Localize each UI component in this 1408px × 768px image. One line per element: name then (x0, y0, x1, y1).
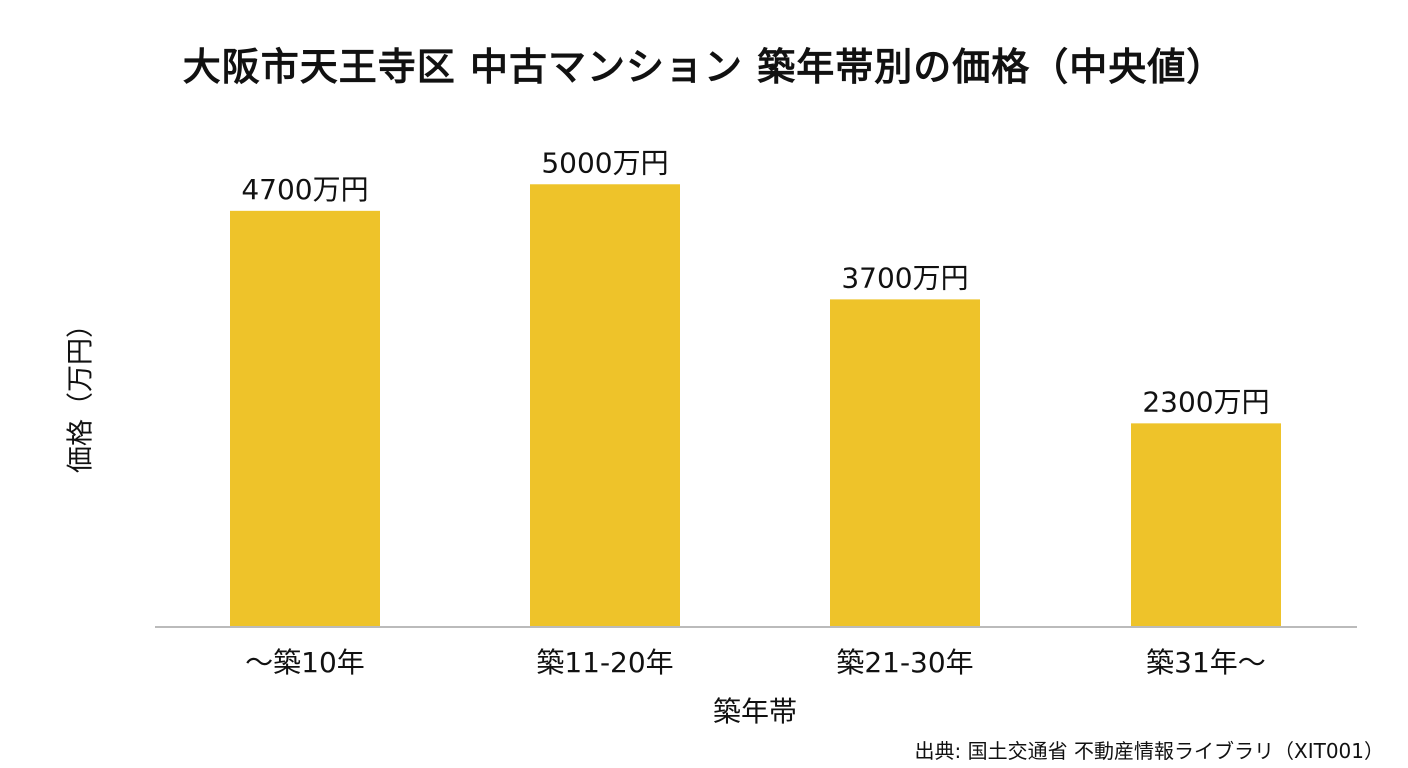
x-tick-label: 築11-20年 (536, 646, 673, 679)
bar-value-label: 4700万円 (241, 173, 368, 206)
bar-4 (1131, 423, 1281, 627)
bar-3 (830, 299, 980, 627)
y-axis-title: 価格（万円） (65, 311, 97, 473)
bar-value-label: 5000万円 (541, 146, 668, 179)
bar-2 (530, 184, 680, 628)
bars-layer (230, 184, 1281, 628)
source-note: 出典: 国土交通省 不動産情報ライブラリ（XIT001） (914, 739, 1384, 763)
x-axis-title: 築年帯 (712, 695, 798, 728)
bar-value-label: 3700万円 (841, 261, 968, 294)
x-tick-label: 〜築10年 (245, 646, 365, 679)
bar-1 (230, 210, 380, 627)
chart-title: 大阪市天王寺区 中古マンション 築年帯別の価格（中央値） (182, 45, 1226, 89)
x-tick-label: 築31年〜 (1146, 646, 1266, 679)
bar-value-label: 2300万円 (1142, 385, 1269, 418)
x-tick-label: 築21-30年 (836, 646, 973, 679)
